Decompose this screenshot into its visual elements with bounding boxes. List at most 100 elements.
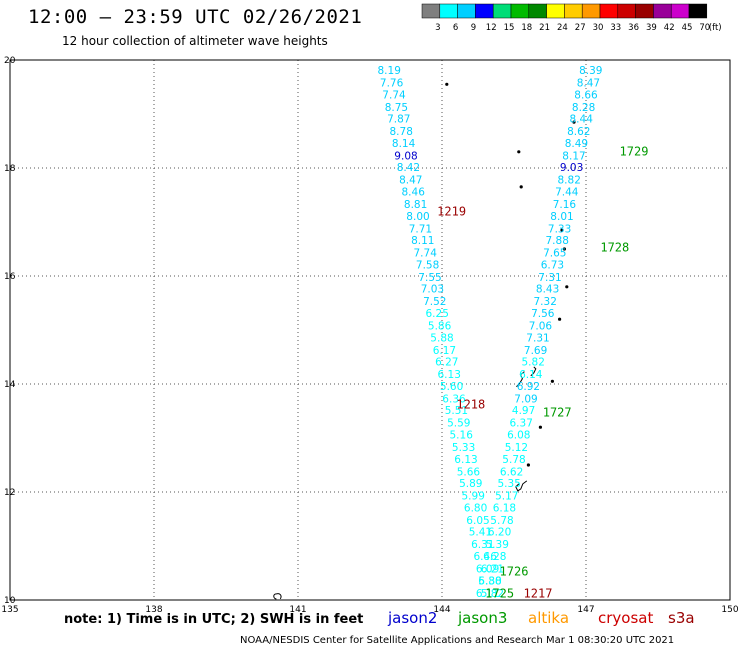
legend-jason2: jason2 [388,609,438,627]
plot-frame [9,59,731,601]
colorbar-tick: 42 [664,23,675,33]
wave-height-desc: 7.71 [409,223,432,235]
x-tick-label: 150 [721,605,738,615]
wave-height-asc: 9.03 [560,162,583,174]
pass-label: 1729 [620,145,649,159]
wave-height-desc: 7.52 [423,296,446,308]
wave-height-asc: 5.78 [490,515,513,527]
wave-height-asc: 6.08 [507,430,530,442]
wave-height-desc: 8.14 [392,138,416,150]
wave-height-asc: 7.31 [538,272,561,284]
coastline-mark [273,593,282,600]
colorbar-swatch [475,3,494,19]
legend-cryosat: cryosat [598,609,654,627]
wave-height-asc: 6.62 [500,466,523,478]
pass-label: 1219 [437,205,466,219]
wave-height-asc: 5.39 [486,539,509,551]
wave-height-desc: 7.87 [387,114,410,126]
wave-height-desc: 8.81 [404,199,427,211]
wave-height-asc: 7.09 [514,393,537,405]
x-tick-label: 135 [1,605,18,615]
wave-height-desc: 5.89 [459,478,482,490]
wave-height-asc: 6.38 [478,575,501,587]
wave-height-desc: 6.31 [471,539,494,551]
colorbar-swatch [617,3,636,19]
wave-height-desc: 6.36 [442,393,466,405]
colorbar-swatch [599,3,619,19]
wave-height-asc: 6.11 [476,588,499,600]
wave-height-asc: 8.82 [558,175,581,187]
colorbar-tick: 70 [699,23,710,33]
colorbar-tick: 36 [628,23,639,33]
wave-height-desc: 6.46 [474,551,498,563]
colorbar-swatch [457,3,476,19]
legend-altika: altika [528,609,570,627]
colorbar-tick: 45 [682,23,693,33]
wave-height-desc: 8.00 [406,211,429,223]
colorbar-swatch [510,3,530,19]
wave-height-asc: 7.06 [529,320,553,332]
colorbar-swatch [670,3,690,19]
wave-height-asc: 8.17 [562,150,585,162]
wave-height-asc: 6.18 [493,502,516,514]
chart-title: 12:00 — 23:59 UTC 02/26/2021 [28,6,363,28]
wave-height-desc: 8.78 [390,126,413,138]
island-mark [517,150,521,154]
wave-height-desc: 8.75 [385,102,408,114]
wave-height-asc: 5.17 [495,491,518,503]
wave-height-asc: 6.73 [541,259,564,271]
wave-height-desc: 5.80 [478,575,501,587]
wave-height-desc: 6.27 [435,357,458,369]
colorbar-tick: 21 [539,23,550,33]
colorbar-tick: 30 [593,23,604,33]
wave-height-asc: 8.01 [550,211,573,223]
island-mark [550,379,555,383]
colorbar-tick: 9 [471,23,476,33]
island-mark [445,82,449,86]
wave-height-asc: 8.44 [570,114,594,126]
footer-credit: NOAA/NESDIS Center for Satellite Applica… [240,635,675,646]
colorbar-swatch [528,3,547,19]
pass-label: 1217 [524,586,553,600]
wave-height-asc: 8.39 [579,65,602,77]
island-mark [538,425,543,429]
wave-height-asc: 6.14 [519,369,543,381]
wave-height-asc: 6.37 [510,418,533,430]
colorbar-swatch [581,3,601,19]
colorbar-tick: 15 [504,23,515,33]
wave-height-asc: 6.92 [517,381,540,393]
wave-height-desc: 7.76 [380,77,404,89]
wave-height-desc: 7.03 [421,284,444,296]
wave-height-desc: 8.11 [411,235,434,247]
wave-height-desc: 7.55 [418,272,441,284]
x-tick-label: 141 [289,605,306,615]
colorbar-swatch [492,3,512,19]
colorbar-swatch [653,3,672,19]
coastline-mark [530,366,537,377]
wave-height-asc: 5.12 [505,442,528,454]
pass-label: 1218 [456,397,485,411]
wave-height-asc: 8.62 [567,126,590,138]
colorbar-swatch [439,3,458,19]
wave-height-desc: 6.80 [464,502,487,514]
island-mark [558,317,562,321]
island-mark [572,120,576,124]
wave-height-desc: 8.19 [378,65,401,77]
island-mark [562,247,567,251]
colorbar-swatch [421,3,441,19]
wave-height-desc: 5.66 [457,466,481,478]
colorbar-tick: 39 [646,23,657,33]
wave-height-desc: 8.46 [402,187,426,199]
wave-height-asc: 7.69 [524,345,547,357]
wave-height-asc: 8.43 [536,284,559,296]
colorbar-unit: (ft) [709,23,722,33]
wave-height-asc: 4.97 [512,405,535,417]
chart-subtitle: 12 hour collection of altimeter wave hei… [62,34,328,48]
island-mark [565,285,569,289]
wave-height-desc: 6.13 [438,369,461,381]
colorbar-swatch [635,3,654,19]
wave-height-desc: 5.99 [462,491,485,503]
x-tick-label: 147 [577,605,594,615]
wave-height-asc: 7.31 [526,332,549,344]
wave-height-asc: 6.21 [481,563,504,575]
